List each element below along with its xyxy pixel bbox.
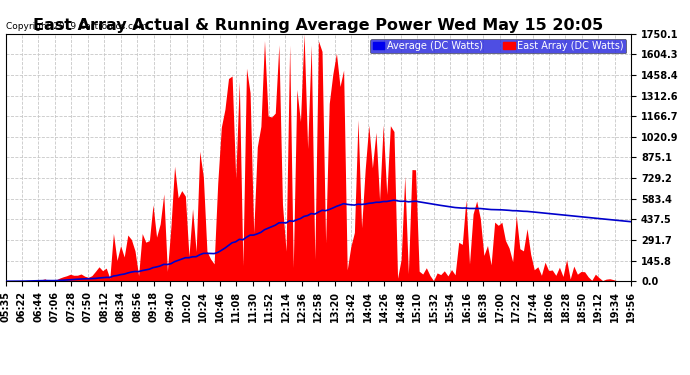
Text: Copyright 2019 Cartronics.com: Copyright 2019 Cartronics.com — [6, 22, 147, 31]
Title: East Array Actual & Running Average Power Wed May 15 20:05: East Array Actual & Running Average Powe… — [33, 18, 604, 33]
Legend: Average (DC Watts), East Array (DC Watts): Average (DC Watts), East Array (DC Watts… — [371, 39, 627, 54]
